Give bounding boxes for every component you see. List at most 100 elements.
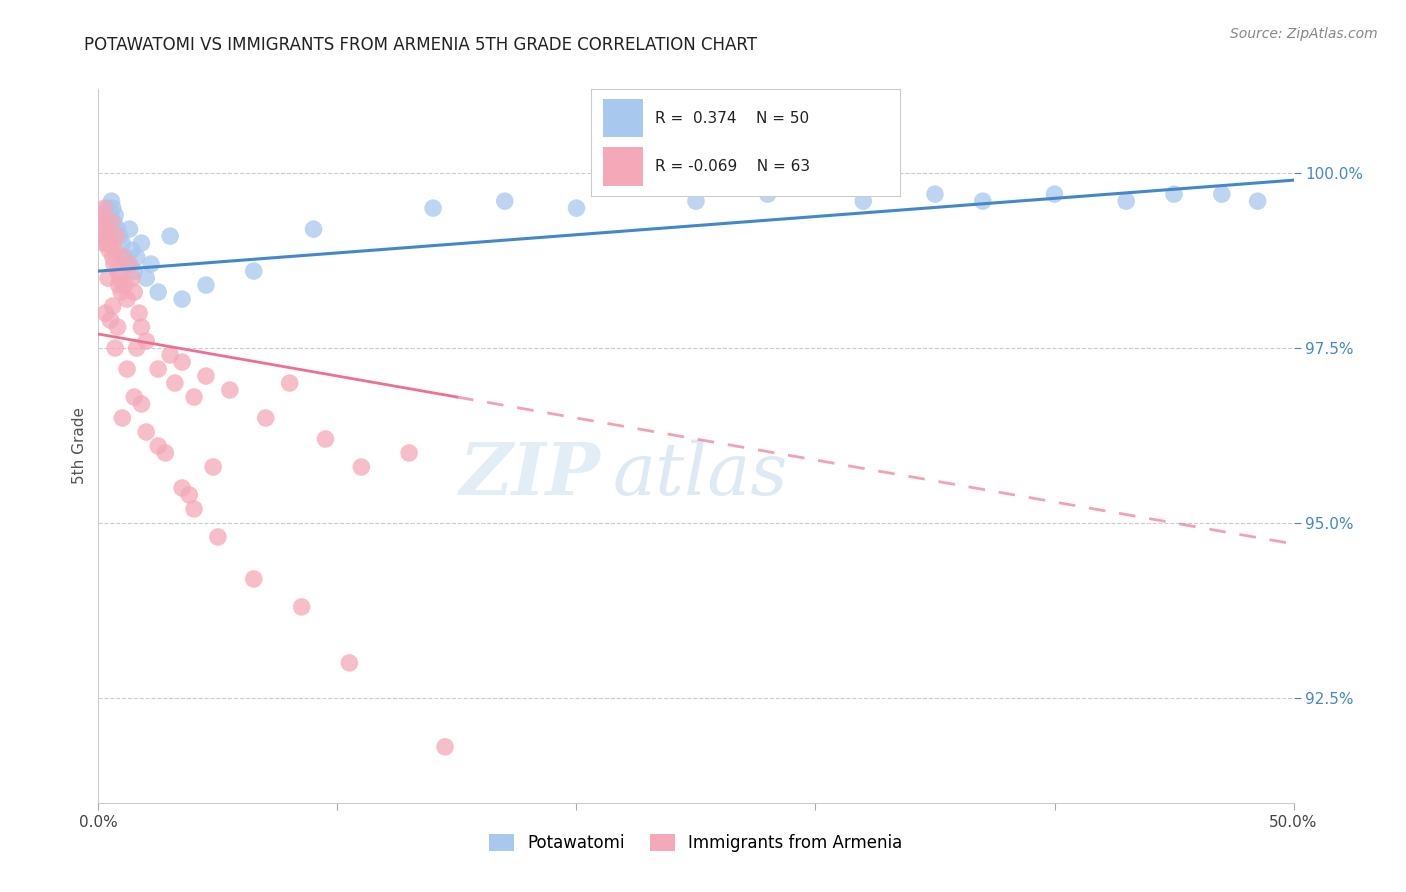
- Point: [101, 250, 124, 264]
- Text: R =  0.374    N = 50: R = 0.374 N = 50: [655, 111, 810, 126]
- Point: [1247, 194, 1270, 208]
- Point: [94, 306, 117, 320]
- Point: [135, 334, 157, 348]
- Point: [115, 292, 138, 306]
- Point: [434, 739, 457, 754]
- Point: [148, 285, 170, 299]
- Point: [139, 257, 162, 271]
- Point: [97, 271, 120, 285]
- Point: [91, 236, 114, 251]
- Point: [121, 243, 143, 257]
- Point: [172, 292, 194, 306]
- Point: [90, 208, 112, 222]
- Point: [172, 481, 194, 495]
- Point: [118, 257, 141, 271]
- Point: [124, 390, 146, 404]
- Point: [94, 215, 117, 229]
- Point: [124, 285, 146, 299]
- Point: [97, 229, 120, 244]
- Point: [135, 425, 157, 439]
- Point: [104, 341, 127, 355]
- Point: [105, 229, 128, 244]
- Point: [91, 215, 114, 229]
- Point: [135, 271, 157, 285]
- Point: [98, 236, 122, 251]
- Point: [924, 187, 946, 202]
- Point: [339, 656, 361, 670]
- Point: [131, 397, 153, 411]
- Point: [202, 460, 225, 475]
- Point: [107, 222, 129, 236]
- Text: atlas: atlas: [613, 439, 787, 510]
- Point: [93, 201, 115, 215]
- Point: [98, 313, 122, 327]
- Point: [291, 599, 314, 614]
- Point: [107, 264, 129, 278]
- Point: [108, 229, 131, 244]
- Point: [107, 278, 129, 293]
- Point: [159, 229, 181, 244]
- Point: [243, 264, 266, 278]
- Point: [118, 222, 141, 236]
- Point: [278, 376, 301, 390]
- Point: [107, 320, 129, 334]
- Text: Source: ZipAtlas.com: Source: ZipAtlas.com: [1230, 27, 1378, 41]
- FancyBboxPatch shape: [603, 147, 643, 186]
- Point: [163, 376, 186, 390]
- Point: [302, 222, 325, 236]
- Point: [183, 502, 205, 516]
- Point: [111, 411, 134, 425]
- Point: [219, 383, 242, 397]
- Point: [103, 257, 125, 271]
- Point: [1163, 187, 1185, 202]
- Legend: Potawatomi, Immigrants from Armenia: Potawatomi, Immigrants from Armenia: [482, 827, 910, 859]
- Point: [98, 243, 121, 257]
- Point: [148, 439, 170, 453]
- Point: [94, 222, 117, 236]
- Point: [756, 187, 779, 202]
- Point: [350, 460, 373, 475]
- Point: [131, 320, 153, 334]
- Point: [97, 201, 120, 215]
- Point: [398, 446, 420, 460]
- Point: [121, 271, 143, 285]
- Point: [131, 236, 153, 251]
- Point: [159, 348, 181, 362]
- Text: ZIP: ZIP: [460, 439, 600, 510]
- Text: R = -0.069    N = 63: R = -0.069 N = 63: [655, 159, 811, 174]
- Point: [104, 243, 127, 257]
- Point: [114, 278, 136, 293]
- Point: [148, 362, 170, 376]
- Point: [111, 250, 134, 264]
- Point: [125, 341, 148, 355]
- Point: [101, 201, 124, 215]
- Point: [100, 215, 122, 229]
- Point: [179, 488, 201, 502]
- Point: [110, 285, 132, 299]
- Text: POTAWATOMI VS IMMIGRANTS FROM ARMENIA 5TH GRADE CORRELATION CHART: POTAWATOMI VS IMMIGRANTS FROM ARMENIA 5T…: [84, 36, 758, 54]
- Point: [103, 215, 125, 229]
- Point: [155, 446, 177, 460]
- Point: [111, 236, 134, 251]
- Point: [315, 432, 337, 446]
- Point: [104, 208, 127, 222]
- Point: [125, 250, 148, 264]
- Point: [685, 194, 707, 208]
- Point: [1115, 194, 1137, 208]
- Point: [565, 201, 588, 215]
- Point: [195, 278, 218, 293]
- Point: [115, 257, 138, 271]
- Point: [243, 572, 266, 586]
- Point: [195, 369, 218, 384]
- Point: [254, 411, 277, 425]
- Point: [494, 194, 516, 208]
- Y-axis label: 5th Grade: 5th Grade: [72, 408, 87, 484]
- FancyBboxPatch shape: [603, 99, 643, 137]
- Point: [128, 306, 150, 320]
- Point: [183, 390, 205, 404]
- Point: [852, 194, 875, 208]
- Point: [100, 194, 122, 208]
- Point: [1043, 187, 1066, 202]
- Point: [124, 264, 146, 278]
- Point: [207, 530, 229, 544]
